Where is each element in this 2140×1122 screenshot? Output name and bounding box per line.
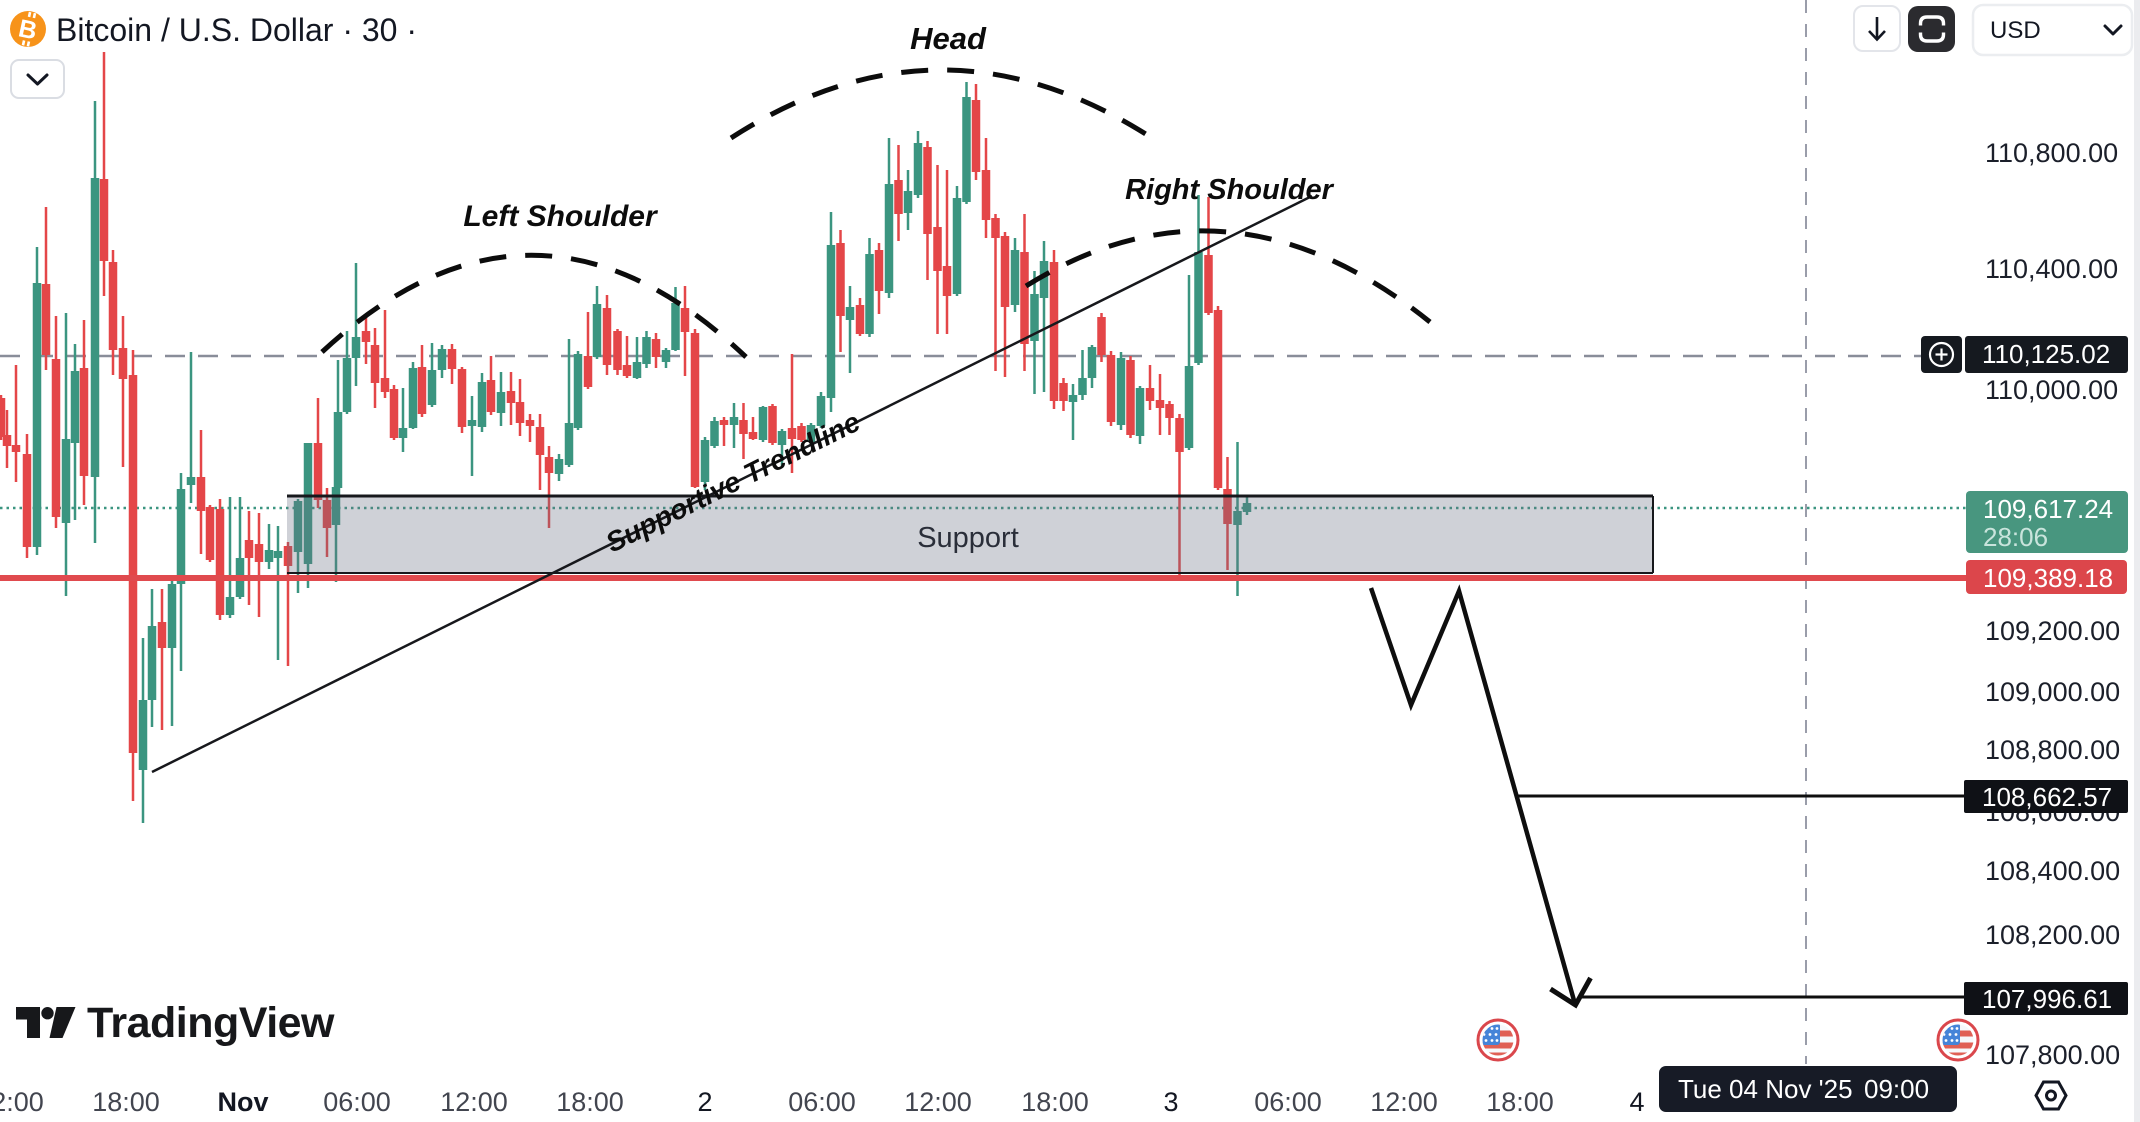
svg-text:108,662.57: 108,662.57	[1982, 782, 2112, 812]
svg-text:Left Shoulder: Left Shoulder	[463, 200, 659, 233]
svg-text:18:00: 18:00	[556, 1087, 624, 1117]
svg-text:12:00: 12:00	[440, 1087, 508, 1117]
svg-text:18:00: 18:00	[1021, 1087, 1089, 1117]
svg-text:110,125.02: 110,125.02	[1982, 339, 2110, 369]
svg-text:107,996.61: 107,996.61	[1982, 984, 2112, 1014]
svg-text:12:00: 12:00	[0, 1087, 44, 1117]
svg-text:Nov: Nov	[217, 1087, 268, 1117]
svg-text:18:00: 18:00	[92, 1087, 160, 1117]
svg-text:109,389.18: 109,389.18	[1983, 563, 2113, 593]
svg-text:12:00: 12:00	[904, 1087, 972, 1117]
svg-text:108,200.00: 108,200.00	[1985, 920, 2120, 950]
svg-text:109,617.24: 109,617.24	[1983, 494, 2113, 524]
svg-text:110,400.00: 110,400.00	[1985, 254, 2118, 284]
svg-text:B: B	[16, 14, 39, 45]
svg-text:Support: Support	[917, 522, 1019, 554]
svg-text:Tue 04 Nov '25: Tue 04 Nov '25	[1678, 1074, 1853, 1104]
svg-text:USD: USD	[1990, 17, 2041, 44]
svg-text:109,000.00: 109,000.00	[1985, 677, 2120, 707]
svg-text:28:06: 28:06	[1983, 522, 2048, 552]
svg-text:4: 4	[1629, 1087, 1644, 1117]
svg-text:06:00: 06:00	[788, 1087, 856, 1117]
svg-text:12:00: 12:00	[1370, 1087, 1438, 1117]
svg-text:06:00: 06:00	[323, 1087, 391, 1117]
svg-text:2: 2	[697, 1087, 712, 1117]
svg-text:108,400.00: 108,400.00	[1985, 856, 2120, 886]
svg-text:109,200.00: 109,200.00	[1985, 616, 2120, 646]
svg-text:107,800.00: 107,800.00	[1985, 1040, 2120, 1070]
svg-text:TradingView: TradingView	[87, 999, 335, 1047]
svg-text:108,800.00: 108,800.00	[1985, 735, 2120, 765]
svg-text:110,800.00: 110,800.00	[1985, 138, 2118, 168]
svg-text:Right Shoulder: Right Shoulder	[1125, 174, 1335, 206]
svg-text:110,000.00: 110,000.00	[1985, 375, 2118, 405]
svg-text:06:00: 06:00	[1254, 1087, 1322, 1117]
svg-text:18:00: 18:00	[1486, 1087, 1554, 1117]
svg-text:09:00: 09:00	[1864, 1074, 1929, 1104]
svg-text:3: 3	[1163, 1087, 1178, 1117]
svg-text:Bitcoin / U.S. Dollar · 30 ·: Bitcoin / U.S. Dollar · 30 ·	[56, 12, 417, 48]
svg-text:Head: Head	[910, 21, 987, 56]
